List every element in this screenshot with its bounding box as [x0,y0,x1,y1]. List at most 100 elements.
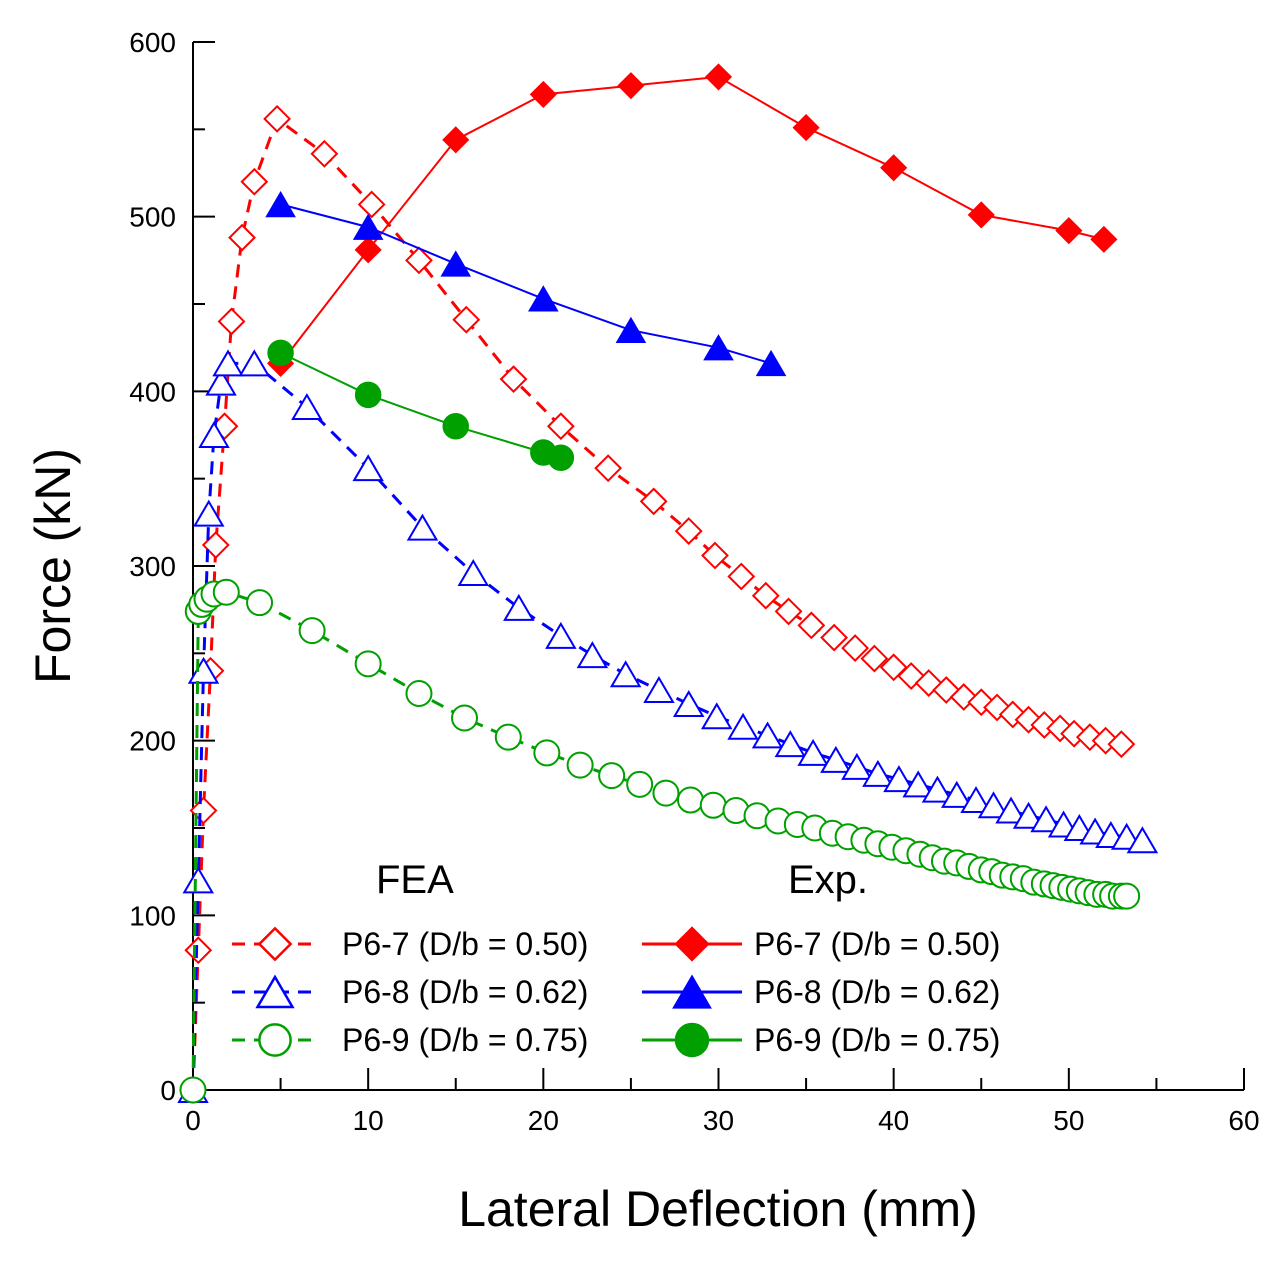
data-point-fea-p6-8 [212,349,244,377]
data-point-fea-p6-8 [238,349,271,377]
data-point-fea-p6-7 [357,190,386,219]
data-point-exp-p6-7 [704,63,733,91]
data-point-fea-p6-7 [1107,730,1136,759]
data-point-fea-p6-8 [609,660,642,688]
legend-item-exp-p6-9: P6-9 (D/b = 0.75) [642,1022,1000,1058]
data-point-fea-p6-8 [545,621,577,649]
data-point-fea-p6-8 [921,775,954,803]
legend-item-fea-p6-9: P6-9 (D/b = 0.75) [232,1022,588,1058]
data-point-fea-p6-8 [883,765,915,793]
data-point-fea-p6-8 [751,721,784,749]
data-point-fea-p6-9 [246,589,274,617]
data-point-fea-p6-7 [820,623,849,652]
data-point-exp-p6-7 [1055,217,1083,245]
data-point-fea-p6-9 [533,739,561,767]
legend-swatch-marker [674,1022,710,1058]
data-point-fea-p6-7 [310,139,339,168]
data-point-fea-p6-7 [594,454,623,483]
data-point-fea-p6-8 [841,752,873,780]
data-point-fea-p6-7 [674,517,703,545]
x-tick-label: 30 [703,1105,734,1136]
data-point-fea-p6-7 [546,412,575,441]
data-point-fea-p6-8 [576,641,609,669]
data-point-fea-p6-8 [182,866,214,894]
data-point-exp-p6-9 [354,381,382,409]
data-point-exp-p6-8 [703,334,734,361]
data-point-exp-p6-7 [880,154,908,182]
series-fea-p6-9 [179,578,1141,1104]
data-point-fea-p6-9 [179,1076,207,1104]
data-point-fea-p6-9 [354,650,382,678]
y-tick-label: 100 [129,900,176,931]
series-line-fea-p6-9 [191,590,1127,1091]
data-point-fea-p6-8 [1126,826,1159,854]
legend-item-exp-p6-8: P6-8 (D/b = 0.62) [642,974,1000,1010]
y-tick-label: 400 [129,376,176,407]
data-point-fea-p6-7 [841,634,870,663]
data-point-fea-p6-8 [1030,805,1062,833]
data-point-fea-p6-8 [205,368,237,396]
data-point-fea-p6-8 [701,702,733,730]
data-point-fea-p6-9 [652,779,680,807]
data-point-fea-p6-7 [639,487,668,516]
data-point-exp-p6-7 [529,80,557,108]
y-axis-title: Force (kN) [25,448,81,684]
y-tick-label: 300 [129,551,176,582]
data-point-fea-p6-9 [405,680,433,708]
data-point-fea-p6-7 [228,223,256,252]
data-point-fea-p6-7 [727,562,756,591]
data-point-fea-p6-7 [499,365,528,394]
data-point-exp-p6-8 [440,250,472,277]
data-point-fea-p6-8 [406,513,439,541]
data-point-fea-p6-7 [751,581,780,610]
series-layer [177,63,1159,1104]
data-point-exp-p6-7 [617,72,645,100]
data-point-exp-p6-7 [442,126,470,154]
data-point-exp-p6-8 [352,213,384,240]
x-tick-label: 0 [185,1105,201,1136]
legend-swatch-marker [258,1023,292,1057]
x-axis-title: Lateral Deflection (mm) [458,1181,978,1237]
data-point-fea-p6-8 [774,730,807,758]
y-tick-label: 0 [160,1075,176,1106]
data-point-exp-p6-9 [267,339,294,367]
data-point-exp-p6-7 [1090,225,1118,253]
data-point-fea-p6-8 [291,393,323,421]
data-point-fea-p6-7 [201,531,230,559]
y-tick-label: 200 [129,726,176,757]
data-point-fea-p6-8 [457,559,490,586]
data-point-fea-p6-7 [217,307,246,336]
legend-swatch-marker [672,974,712,1009]
series-exp-p6-9 [267,339,575,471]
data-point-exp-p6-7 [967,201,995,229]
data-point-fea-p6-7 [701,541,729,570]
data-point-fea-p6-8 [940,780,973,808]
data-point-fea-p6-7 [184,936,213,965]
legend-label: P6-8 (D/b = 0.62) [754,974,1000,1010]
data-point-fea-p6-8 [862,759,894,787]
series-exp-p6-7 [267,63,1118,377]
y-tick-label: 600 [129,27,176,58]
data-point-fea-p6-8 [193,499,225,527]
data-point-fea-p6-7 [405,246,433,275]
data-point-fea-p6-9 [626,770,654,798]
data-point-fea-p6-7 [774,597,803,626]
legend-group-exp: Exp. [788,858,868,902]
x-tick-label: 20 [528,1105,559,1136]
series-exp-p6-8 [265,190,787,377]
legend-label: P6-9 (D/b = 0.75) [342,1022,588,1058]
data-point-exp-p6-7 [354,236,382,264]
data-point-exp-p6-9 [442,413,469,440]
x-tick-label: 50 [1053,1105,1084,1136]
data-point-exp-p6-7 [792,114,820,142]
legend-label: P6-9 (D/b = 0.75) [754,1022,1000,1058]
data-point-fea-p6-7 [240,167,269,196]
data-point-fea-p6-8 [820,745,852,773]
data-point-fea-p6-8 [503,593,535,621]
data-point-fea-p6-8 [352,454,384,482]
x-tick-label: 40 [878,1105,909,1136]
legend-label: P6-7 (D/b = 0.50) [342,926,588,962]
data-point-fea-p6-9 [566,751,594,779]
legend-label: P6-7 (D/b = 0.50) [754,926,1000,962]
